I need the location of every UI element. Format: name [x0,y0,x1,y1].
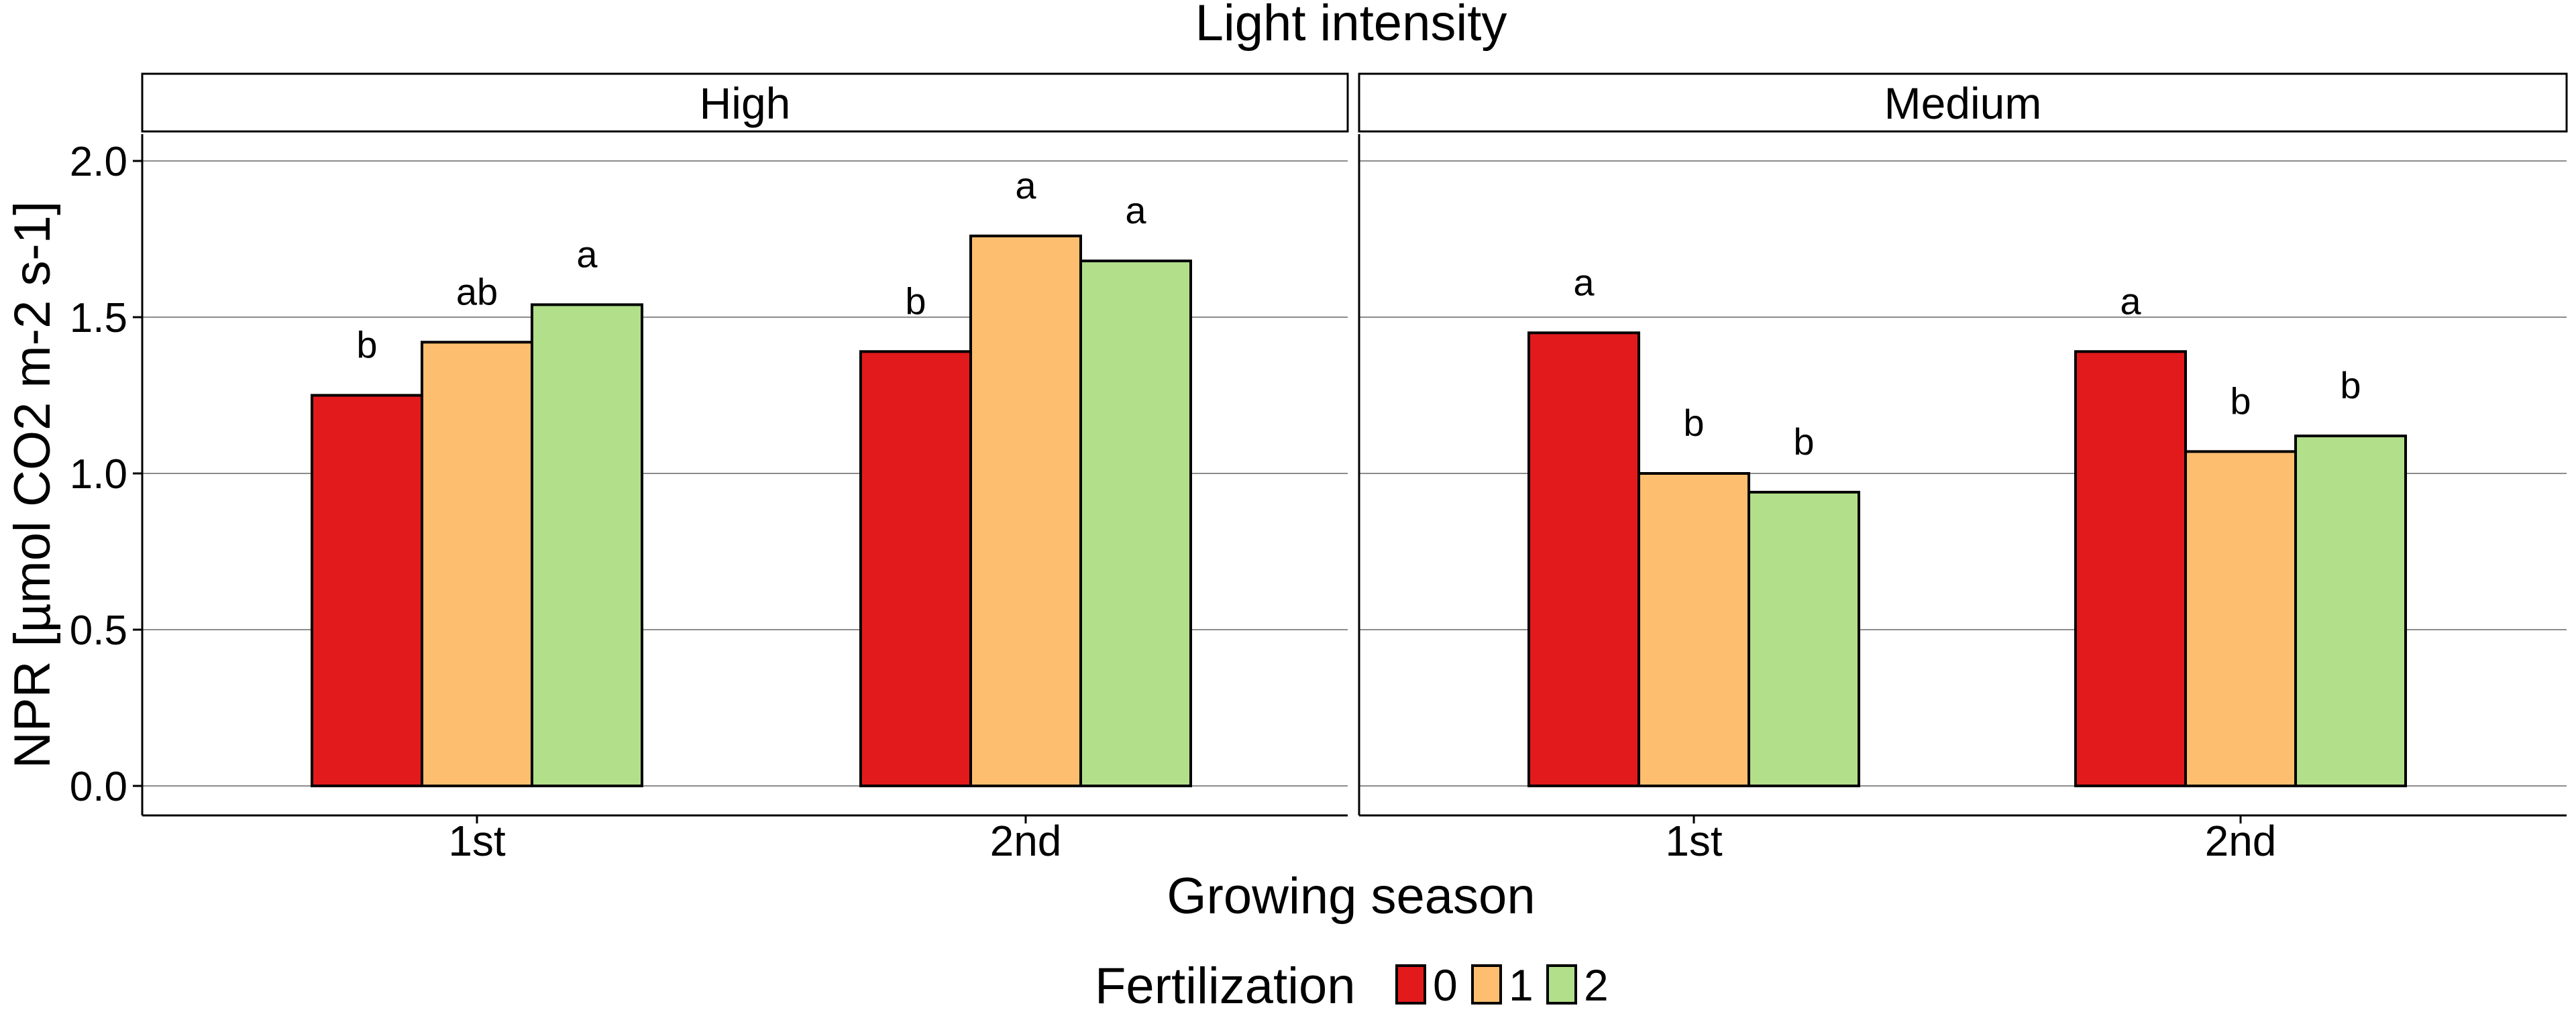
x-tick-label: 2nd [2205,817,2277,865]
significance-label: a [1125,189,1146,231]
facet-strip [1358,72,2568,133]
bar [1638,472,1750,787]
bar [2074,350,2187,787]
significance-label: b [1683,402,1704,444]
legend-key [1471,964,1502,1005]
x-tick-label: 1st [1665,817,1723,865]
bar [531,303,643,787]
facet-strip-label: Medium [1884,78,2042,128]
facet-strip [141,72,1349,133]
bar [1748,490,1860,788]
legend-title: Fertilization [1095,958,1356,1015]
bar [421,341,533,787]
y-tick-label: 0.5 [70,608,127,654]
significance-label: b [2230,380,2251,422]
bar [859,350,972,787]
significance-label: b [1793,420,1814,463]
significance-label: a [576,233,598,275]
x-tick-label: 2nd [990,817,1062,865]
bar [1527,331,1640,787]
y-axis-label: NPR [µmol CO2 m-2 s-1] [4,201,61,768]
legend-key [1546,964,1577,1005]
legend-label: 2 [1584,960,1609,1010]
significance-label: a [1015,164,1036,207]
significance-label: ab [456,270,498,312]
bar [311,394,423,787]
bar [2184,450,2297,787]
legend-key [1395,964,1426,1005]
significance-label: b [356,324,377,366]
y-tick-label: 2.0 [70,139,127,185]
panel-medium: Medium a b b 1st a b b 2nd [1358,72,2568,865]
chart-title: Light intensity [1195,0,1507,52]
bar [2294,435,2407,787]
facet-strip-label: High [700,78,791,128]
significance-label: a [2120,280,2141,322]
y-tick-label: 1.5 [70,295,127,341]
y-tick-label: 1.0 [70,451,127,498]
panel-high: High b ab a 1st b a a 2nd [141,72,1349,865]
significance-label: b [2340,364,2361,406]
significance-label: b [905,280,926,322]
x-tick-label: 1st [448,817,506,865]
significance-label: a [1573,261,1595,303]
bar [969,234,1082,787]
legend-label: 1 [1509,960,1534,1010]
y-axis: 0.0 0.5 1.0 1.5 2.0 [70,139,142,810]
y-tick-label: 0.0 [70,764,127,810]
legend-label: 0 [1433,960,1458,1010]
bar [1079,260,1192,787]
x-axis-label: Growing season [1167,868,1535,925]
